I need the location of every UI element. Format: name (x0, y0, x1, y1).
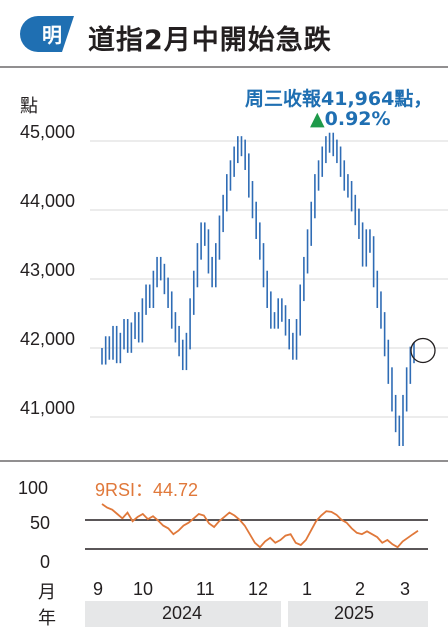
year-band-2025 (288, 601, 428, 627)
change-annotation: ▲0.92% (310, 108, 391, 130)
month-axis-label: 月 (38, 582, 56, 603)
change-value: 0.92% (324, 108, 391, 130)
rsi-series (101, 503, 419, 549)
y-tick-label: 44,000 (20, 191, 76, 211)
year-label: 2024 (162, 603, 203, 623)
rsi-tick-label: 50 (30, 513, 51, 533)
chart-header: 明 道指2月中開始急跌 (0, 0, 448, 64)
month-label: 10 (133, 579, 154, 599)
year-label: 2025 (334, 603, 375, 623)
year-axis-label: 年 (38, 608, 56, 629)
rsi-tick-label: 0 (40, 552, 51, 572)
rsi-line (101, 503, 419, 549)
chart-title: 道指2月中開始急跌 (88, 25, 332, 56)
latest-close-marker (410, 337, 436, 364)
month-label: 11 (196, 579, 215, 599)
month-label: 9 (93, 579, 104, 599)
y-tick-label: 43,000 (20, 260, 76, 280)
y-axis-unit: 點 (20, 96, 38, 117)
y-tick-label: 42,000 (20, 329, 76, 349)
month-label: 1 (302, 579, 313, 599)
year-band-2024 (85, 601, 281, 627)
rsi-title: 9RSI：44.72 (95, 480, 199, 500)
month-label: 3 (400, 579, 411, 599)
up-triangle-icon: ▲ (310, 108, 325, 130)
price-series (101, 132, 415, 446)
month-label: 2 (355, 579, 366, 599)
month-label: 12 (248, 579, 269, 599)
close-annotation: 周三收報41,964點， (245, 88, 433, 110)
ming-pao-logo: 明 (20, 16, 74, 52)
rsi-tick-label: 100 (18, 478, 49, 498)
y-tick-label: 41,000 (20, 398, 76, 418)
logo-graphic: 明 (20, 16, 74, 52)
y-tick-label: 45,000 (20, 122, 76, 142)
logo-char: 明 (42, 23, 62, 47)
